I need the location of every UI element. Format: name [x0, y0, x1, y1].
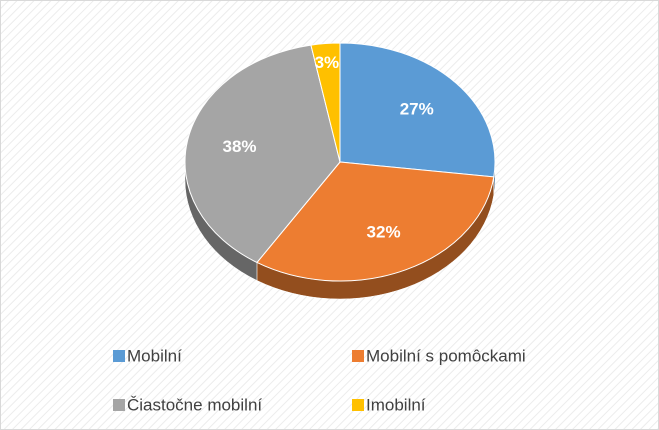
- data-label: 27%: [400, 100, 434, 119]
- legend-swatch: [113, 399, 125, 411]
- legend: Mobilní Mobilní s pomôckami Čiastočne mobi…: [113, 346, 526, 414]
- legend-swatch: [352, 350, 364, 362]
- slice: [339, 42, 496, 178]
- legend-label: Mobilní: [127, 346, 182, 365]
- pie: 27% 32% 38% 3%: [184, 42, 496, 300]
- legend-label: Čiastočne mobilní: [127, 395, 262, 414]
- legend-label: Imobilní: [366, 395, 426, 414]
- data-label: 32%: [367, 223, 401, 242]
- slice: [256, 161, 495, 282]
- slice: [184, 44, 341, 264]
- legend-label: Mobilní s pomôckami: [366, 346, 526, 365]
- data-label: 38%: [222, 137, 256, 156]
- legend-swatch: [352, 399, 364, 411]
- legend-swatch: [113, 350, 125, 362]
- data-label: 3%: [315, 53, 340, 72]
- slice: [310, 42, 341, 163]
